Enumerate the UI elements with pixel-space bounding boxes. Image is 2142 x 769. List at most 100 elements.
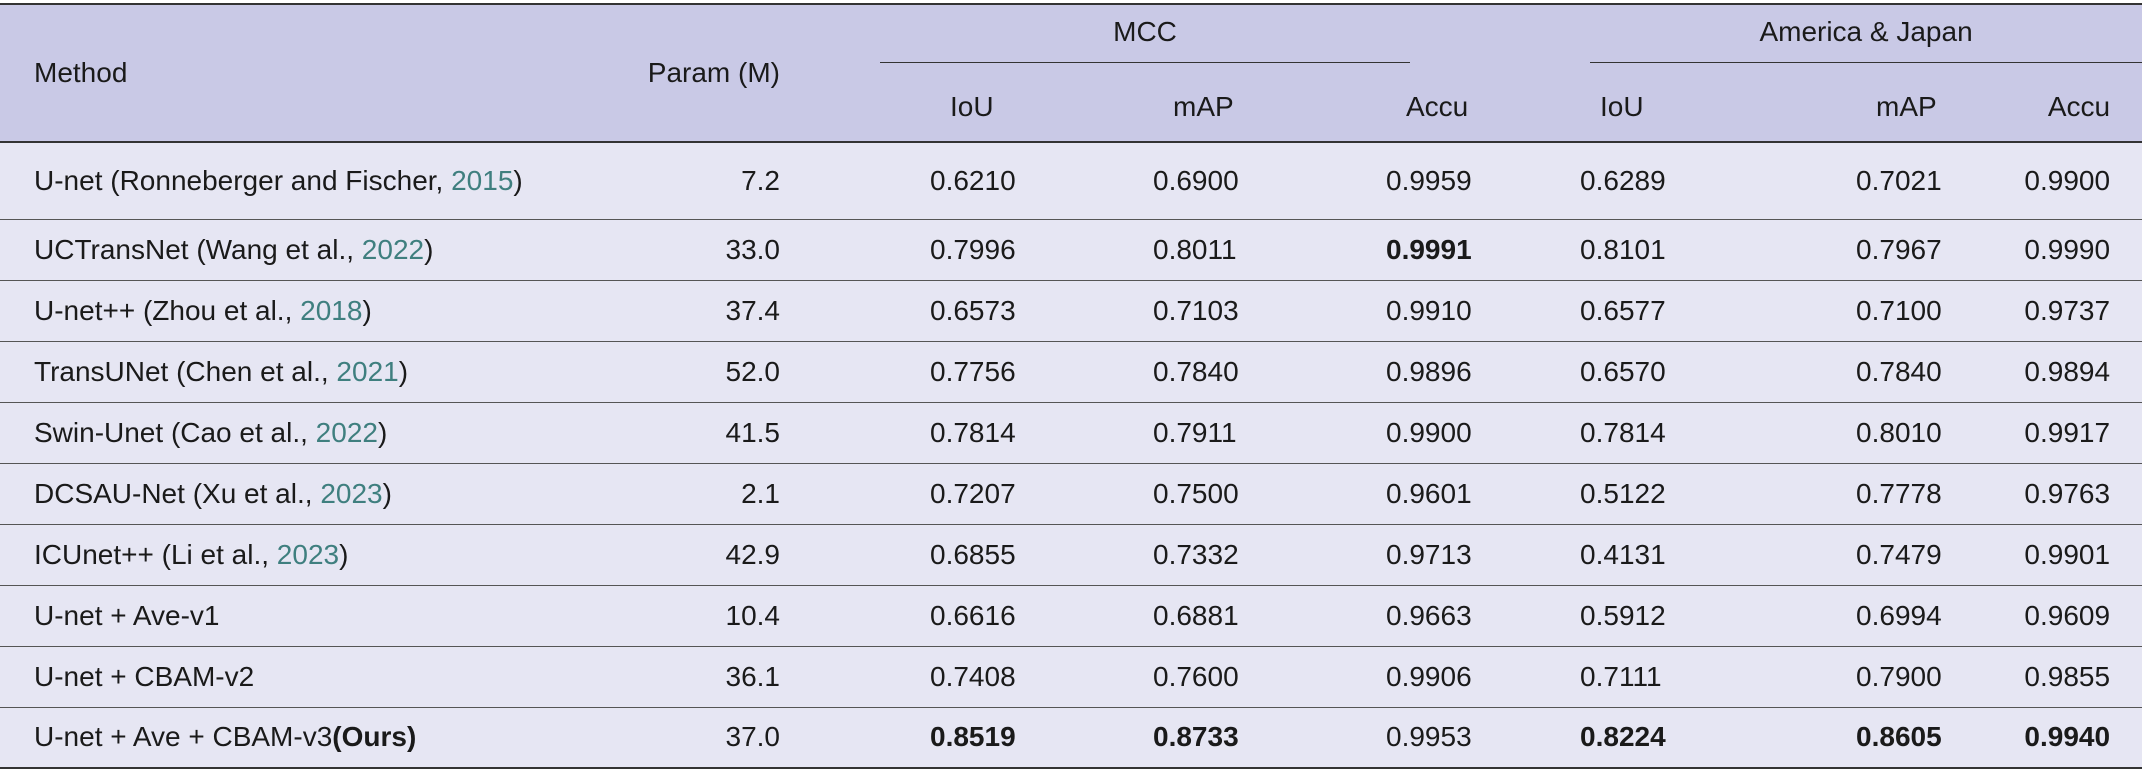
metric-cell: 0.7600 — [1153, 660, 1239, 692]
param-cell: 33.0 — [725, 233, 781, 265]
table-row: TransUNet (Chen et al., 2021) 52.0 0.7756 0… — [0, 341, 2142, 402]
metric-cell: 0.7840 — [1153, 355, 1239, 387]
table-row: U-net + Ave-v1 10.4 0.6616 0.6881 0.9663 0.59… — [0, 585, 2142, 646]
method-name: Swin-Unet (Cao et al., — [34, 416, 316, 448]
metric-cell: 0.7900 — [1856, 660, 1942, 692]
metric-cell: 0.9663 — [1386, 599, 1472, 631]
metric-cell: 0.8733 — [1153, 721, 1239, 753]
table-row: U-net (Ronneberger and Fischer, 2015) 7.2… — [0, 142, 2142, 219]
metric-cell: 0.9855 — [2024, 660, 2111, 692]
metric-cell: 0.7103 — [1153, 294, 1239, 326]
results-table: Method Param (M) MCC America & Japan IoU… — [0, 3, 2142, 769]
header-aj-accu: Accu — [2047, 91, 2111, 122]
citation-year-link[interactable]: 2023 — [320, 477, 383, 509]
method-cell: ICUnet++ (Li et al., 2023) — [0, 524, 560, 585]
metric-cell: 0.9763 — [2024, 477, 2111, 509]
header-aj-iou: IoU — [1600, 91, 1644, 122]
metric-cell: 0.6577 — [1580, 294, 1666, 326]
metric-cell: 0.7332 — [1153, 538, 1239, 570]
metric-cell: 0.7967 — [1856, 233, 1942, 265]
header-mcc-accu: Accu — [1406, 91, 1469, 122]
metric-cell: 0.7500 — [1153, 477, 1239, 509]
metric-cell: 0.9601 — [1386, 477, 1472, 509]
table-row: DCSAU-Net (Xu et al., 2023) 2.1 0.7207 0.75… — [0, 463, 2142, 524]
method-name: DCSAU-Net (Xu et al., — [34, 477, 321, 509]
metric-cell: 0.9900 — [1386, 416, 1472, 448]
metric-cell: 0.5122 — [1580, 477, 1666, 509]
method-name: U-net (Ronneberger and Fischer, — [34, 164, 452, 196]
citation-year-link[interactable]: 2022 — [315, 416, 378, 448]
method-cell: U-net (Ronneberger and Fischer, 2015) — [0, 142, 560, 219]
metric-cell: 0.6855 — [930, 538, 1016, 570]
metric-cell: 0.9910 — [1386, 294, 1472, 326]
metric-cell: 0.6616 — [930, 599, 1016, 631]
header-group-aj-rule — [1590, 61, 2142, 63]
metric-cell: 0.9737 — [2024, 294, 2111, 326]
citation-year-link[interactable]: 2023 — [276, 538, 340, 570]
table-header: Method Param (M) MCC America & Japan IoU… — [0, 4, 2142, 142]
header-group-mcc-rule — [880, 61, 1411, 63]
ours-marker: (Ours) — [332, 721, 417, 753]
param-cell: 52.0 — [725, 355, 781, 387]
citation-close-paren: ) — [398, 355, 409, 387]
header-mcc-map: mAP — [1173, 91, 1234, 122]
metric-cell: 0.9959 — [1386, 164, 1472, 196]
metric-cell: 0.9894 — [2024, 355, 2111, 387]
method-name: U-net + CBAM-v2 — [34, 660, 255, 692]
table-row: U-net + Ave + CBAM-v3(Ours) 37.0 0.8519 0.8… — [0, 707, 2142, 768]
metric-cell: 0.6881 — [1153, 599, 1239, 631]
method-name: U-net++ (Zhou et al., — [34, 294, 301, 326]
param-cell: 42.9 — [725, 538, 781, 570]
citation-year-link[interactable]: 2022 — [361, 233, 425, 265]
metric-cell: 0.7814 — [930, 416, 1016, 448]
citation-close-paren: ) — [339, 538, 349, 570]
method-name: U-net + Ave + CBAM-v3 — [34, 721, 333, 753]
citation-year-link[interactable]: 2021 — [336, 355, 399, 387]
header-group-aj: America & Japan — [1470, 4, 2142, 73]
table-row: U-net++ (Zhou et al., 2018) 37.4 0.6573 0.7… — [0, 280, 2142, 341]
metric-cell: 0.9900 — [2024, 164, 2111, 196]
metric-cell: 0.6289 — [1580, 164, 1666, 196]
metric-cell: 0.7408 — [930, 660, 1016, 692]
metric-cell: 0.6994 — [1856, 599, 1942, 631]
method-cell: TransUNet (Chen et al., 2021) — [0, 341, 560, 402]
citation-year-link[interactable]: 2015 — [451, 164, 514, 196]
header-mcc-iou: IoU — [950, 91, 994, 122]
metric-cell: 0.9917 — [2024, 416, 2111, 448]
param-cell: 7.2 — [741, 164, 780, 196]
metric-cell: 0.7100 — [1856, 294, 1942, 326]
method-cell: U-net + Ave-v1 — [0, 585, 560, 646]
param-cell: 2.1 — [741, 477, 780, 509]
method-name: U-net + Ave-v1 — [34, 599, 220, 631]
method-cell: Swin-Unet (Cao et al., 2022) — [0, 402, 560, 463]
table-row: U-net + CBAM-v2 36.1 0.7408 0.7600 0.9906 0.7… — [0, 646, 2142, 707]
header-param: Param (M) — [647, 57, 780, 88]
citation-close-paren: ) — [377, 416, 388, 448]
citation-year-link[interactable]: 2018 — [300, 294, 363, 326]
metric-cell: 0.7911 — [1153, 416, 1237, 448]
param-cell: 10.4 — [725, 599, 781, 631]
metric-cell: 0.9991 — [1386, 233, 1472, 265]
metric-cell: 0.9940 — [2024, 721, 2111, 753]
metric-cell: 0.5912 — [1580, 599, 1666, 631]
metric-cell: 0.7840 — [1856, 355, 1942, 387]
table-row: Swin-Unet (Cao et al., 2022) 41.5 0.7814 0.… — [0, 402, 2142, 463]
metric-cell: 0.9990 — [2024, 233, 2111, 265]
header-group-mcc: MCC — [810, 4, 1470, 73]
citation-close-paren: ) — [382, 477, 392, 509]
table-row: ICUnet++ (Li et al., 2023) 42.9 0.6855 0.73… — [0, 524, 2142, 585]
metric-cell: 0.9609 — [2024, 599, 2111, 631]
param-cell: 37.0 — [725, 721, 781, 753]
metric-cell: 0.7756 — [930, 355, 1016, 387]
method-cell: U-net + CBAM-v2 — [0, 646, 560, 707]
metric-cell: 0.7479 — [1856, 538, 1942, 570]
metric-cell: 0.9953 — [1386, 721, 1472, 753]
metric-cell: 0.8010 — [1856, 416, 1942, 448]
header-aj-map: mAP — [1876, 91, 1937, 122]
citation-close-paren: ) — [362, 294, 372, 326]
metric-cell: 0.7778 — [1856, 477, 1942, 509]
metric-cell: 0.9713 — [1386, 538, 1472, 570]
method-name: UCTransNet (Wang et al., — [34, 233, 362, 265]
metric-cell: 0.8011 — [1153, 233, 1237, 265]
